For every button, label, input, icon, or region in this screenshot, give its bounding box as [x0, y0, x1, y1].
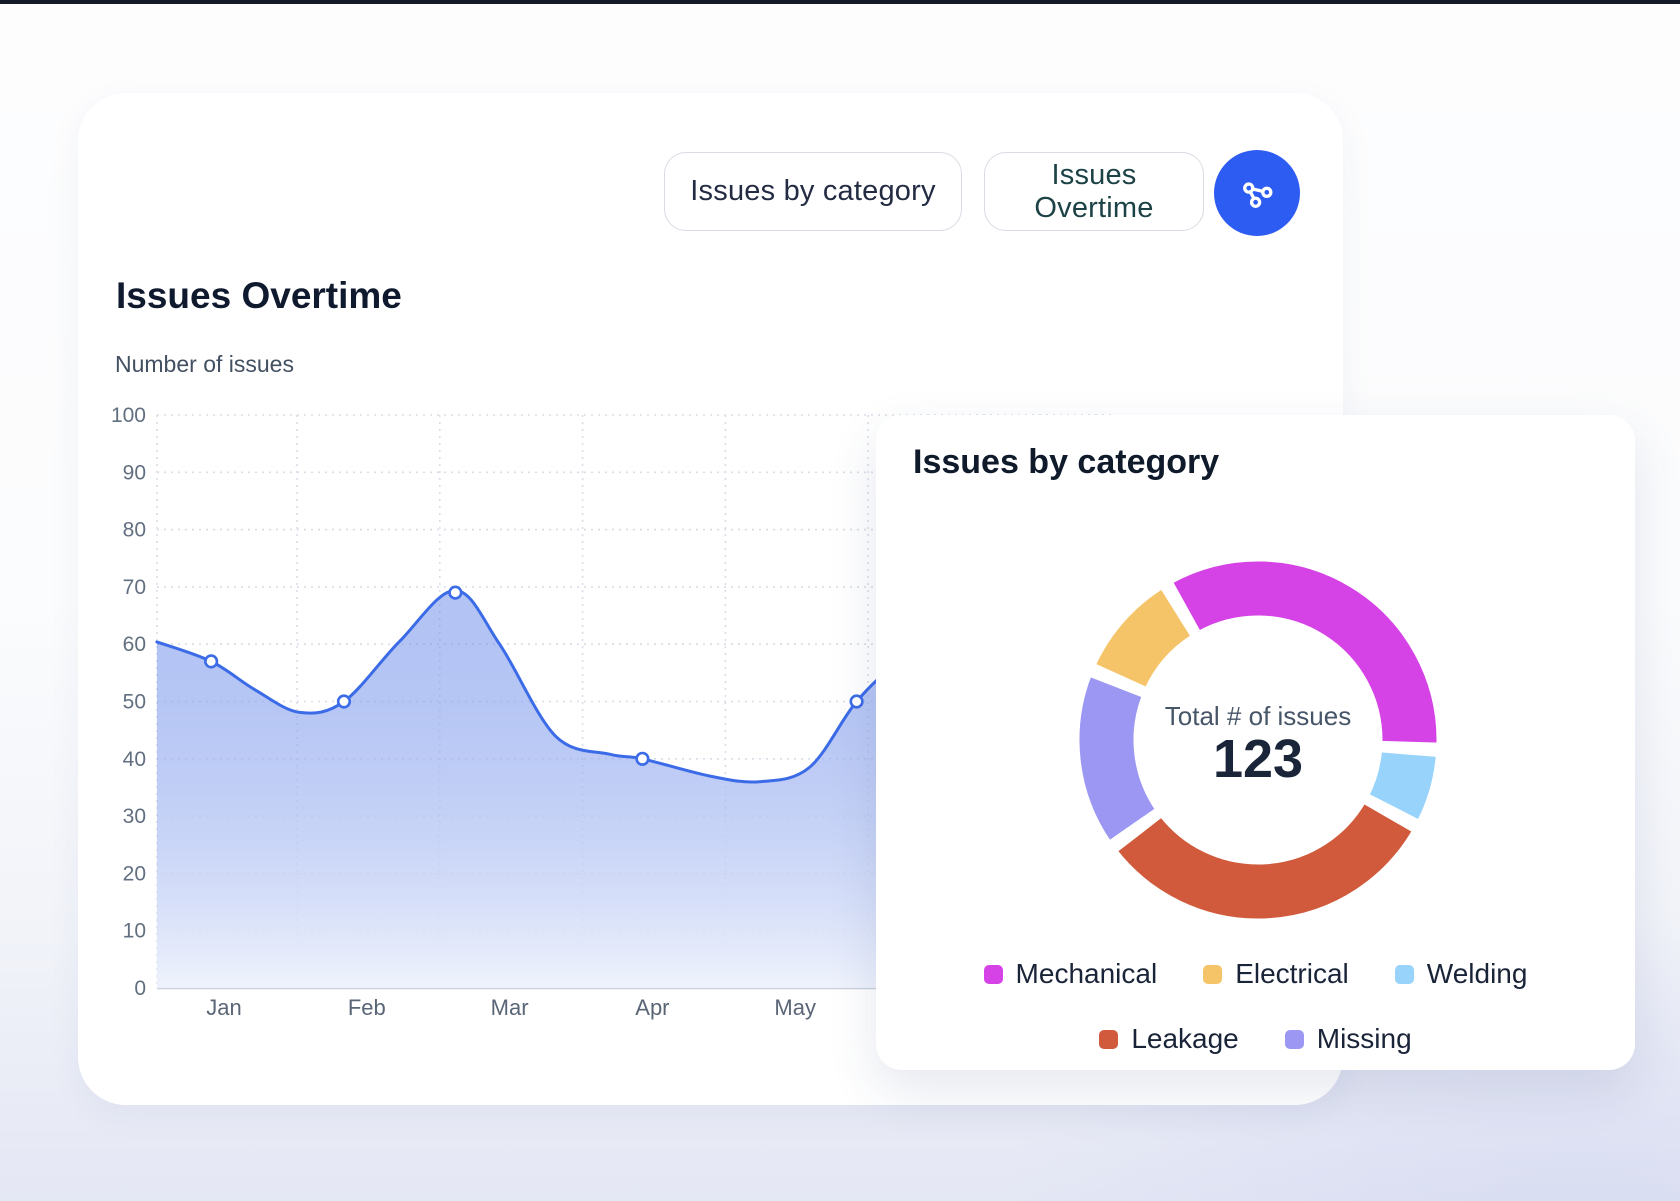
x-tick-label: Jan [206, 995, 241, 1020]
legend-swatch-missing [1284, 1029, 1304, 1049]
legend-label-mechanical: Mechanical [1015, 958, 1158, 989]
y-tick-label: 80 [123, 519, 146, 542]
x-tick-label: Apr [635, 995, 669, 1020]
data-point-marker[interactable] [849, 694, 864, 709]
data-point-marker[interactable] [635, 751, 650, 766]
issues-overtime-button[interactable]: Issues Overtime [984, 152, 1204, 231]
y-tick-label: 10 [123, 920, 146, 943]
area-fill [156, 590, 1020, 988]
y-tick-label: 100 [111, 404, 146, 427]
data-point-marker[interactable] [336, 694, 352, 709]
legend-item-leakage[interactable]: Leakage [1099, 1023, 1239, 1055]
issues-by-category-button[interactable]: Issues by category [664, 152, 962, 231]
y-tick-label: 50 [123, 691, 146, 714]
donut-segment-missing[interactable] [1074, 671, 1161, 846]
x-tick-label: Mar [491, 995, 529, 1020]
legend-item-welding[interactable]: Welding [1394, 958, 1528, 990]
y-tick-label: 30 [123, 805, 146, 828]
donut-segment-leakage[interactable] [1112, 798, 1418, 924]
y-tick-label: 90 [123, 461, 146, 484]
issues-by-category-card: Issues by category Total # of issues 123… [876, 415, 1635, 1070]
y-tick-label: 40 [123, 748, 146, 771]
legend-swatch-electrical [1203, 964, 1223, 984]
legend-label-welding: Welding [1426, 958, 1528, 989]
line-chart-title: Issues Overtime [116, 275, 402, 316]
legend-swatch-leakage [1099, 1029, 1119, 1049]
legend-item-missing[interactable]: Missing [1284, 1023, 1412, 1055]
donut-legend-row-2: Leakage Missing [876, 1023, 1635, 1055]
data-point-marker[interactable] [204, 654, 219, 669]
y-tick-label: 70 [123, 576, 146, 599]
donut-chart-title: Issues by category [913, 443, 1220, 481]
legend-item-electrical[interactable]: Electrical [1203, 958, 1349, 990]
issues-by-category-donut-chart: Total # of issues 123 [1074, 556, 1442, 924]
donut-total-value: 123 [1213, 729, 1303, 789]
donut-segment-mechanical[interactable] [1167, 556, 1442, 748]
share-nodes-icon [1236, 172, 1278, 214]
legend-label-electrical: Electrical [1235, 958, 1349, 989]
legend-item-mechanical[interactable]: Mechanical [983, 958, 1158, 990]
legend-swatch-welding [1394, 964, 1414, 984]
y-tick-label: 0 [134, 977, 146, 1000]
screen-top-edge [0, 0, 1680, 4]
donut-total-label: Total # of issues [1165, 701, 1351, 731]
donut-segment-welding[interactable] [1364, 747, 1441, 825]
y-tick-label: 20 [123, 862, 146, 885]
legend-label-missing: Missing [1316, 1023, 1412, 1054]
donut-segment-electrical[interactable] [1090, 584, 1196, 693]
y-axis-title: Number of issues [115, 351, 294, 377]
data-point-marker[interactable] [448, 585, 463, 600]
donut-legend-row-1: Mechanical Electrical Welding [876, 958, 1635, 990]
share-fab-button[interactable] [1214, 150, 1300, 236]
y-tick-label: 60 [123, 633, 146, 656]
legend-label-leakage: Leakage [1131, 1023, 1239, 1054]
legend-swatch-mechanical [983, 964, 1003, 984]
x-tick-label: Feb [348, 995, 386, 1020]
x-tick-label: May [774, 995, 816, 1020]
